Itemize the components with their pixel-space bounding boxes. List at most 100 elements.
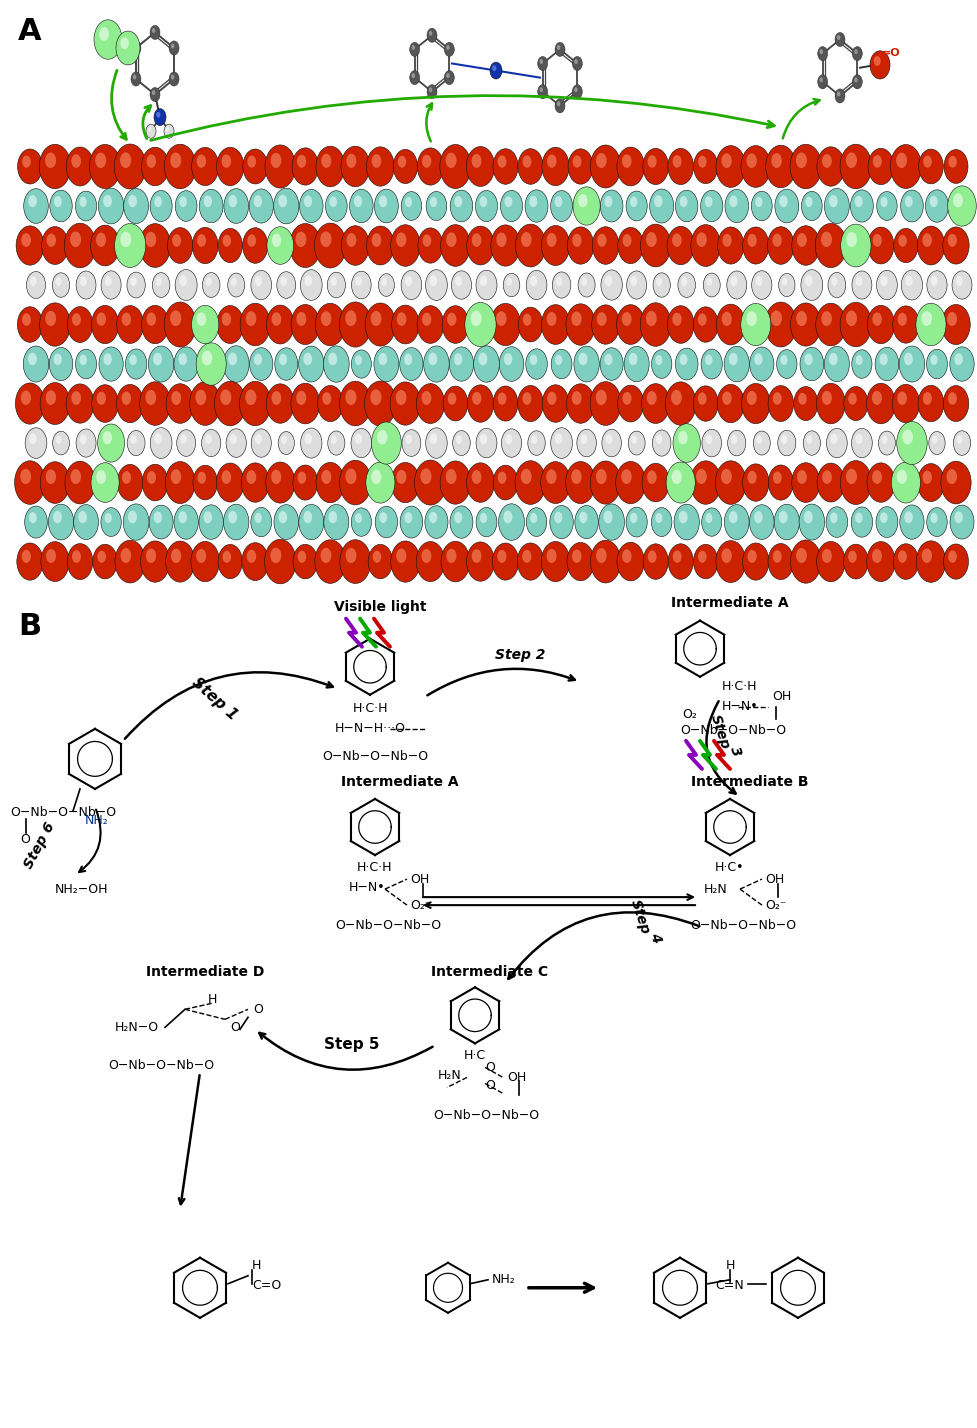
Circle shape — [272, 391, 281, 406]
Circle shape — [321, 470, 331, 484]
Circle shape — [428, 353, 437, 366]
Circle shape — [390, 381, 420, 426]
Circle shape — [845, 153, 856, 169]
Circle shape — [555, 277, 562, 286]
Circle shape — [572, 550, 581, 563]
Text: Step: Step — [627, 898, 652, 937]
Circle shape — [17, 543, 43, 580]
Circle shape — [105, 276, 111, 286]
Circle shape — [801, 191, 822, 220]
Circle shape — [916, 226, 944, 266]
Circle shape — [277, 431, 294, 454]
Circle shape — [424, 506, 447, 538]
Circle shape — [278, 354, 287, 366]
Circle shape — [349, 190, 373, 223]
Circle shape — [171, 470, 181, 484]
Circle shape — [320, 548, 331, 563]
Text: O: O — [485, 1080, 494, 1092]
Circle shape — [871, 313, 881, 326]
Circle shape — [323, 504, 349, 540]
Circle shape — [802, 431, 820, 456]
Circle shape — [66, 147, 94, 186]
Circle shape — [690, 461, 720, 504]
Circle shape — [420, 468, 431, 484]
Circle shape — [339, 460, 371, 506]
Circle shape — [721, 548, 731, 563]
Circle shape — [97, 391, 106, 406]
Circle shape — [378, 353, 387, 366]
Circle shape — [214, 381, 246, 426]
Circle shape — [492, 386, 518, 421]
Circle shape — [541, 147, 569, 186]
Circle shape — [23, 188, 48, 223]
Circle shape — [914, 303, 945, 346]
Circle shape — [299, 504, 323, 540]
Circle shape — [371, 233, 381, 247]
Circle shape — [740, 303, 770, 346]
Circle shape — [21, 468, 31, 484]
Circle shape — [21, 233, 31, 247]
Circle shape — [498, 347, 524, 381]
Circle shape — [18, 149, 42, 184]
Circle shape — [198, 506, 223, 540]
Circle shape — [203, 196, 212, 207]
Circle shape — [447, 393, 456, 404]
Circle shape — [517, 386, 543, 421]
Circle shape — [245, 311, 256, 326]
Text: NH₂: NH₂ — [85, 814, 108, 827]
Circle shape — [701, 508, 721, 537]
Circle shape — [867, 227, 893, 264]
Circle shape — [722, 234, 731, 247]
Text: Intermediate B: Intermediate B — [691, 775, 808, 788]
Circle shape — [428, 31, 432, 36]
Circle shape — [66, 384, 94, 423]
Circle shape — [774, 504, 798, 540]
Circle shape — [693, 386, 717, 421]
Circle shape — [80, 276, 87, 286]
Circle shape — [720, 468, 731, 484]
Circle shape — [771, 153, 781, 169]
Circle shape — [843, 387, 867, 421]
Circle shape — [78, 511, 87, 523]
Circle shape — [851, 47, 862, 60]
Circle shape — [921, 233, 931, 247]
Circle shape — [896, 421, 926, 464]
Circle shape — [705, 277, 711, 286]
Circle shape — [92, 306, 118, 344]
Circle shape — [467, 384, 493, 423]
Text: H−N•: H−N• — [721, 700, 758, 714]
Circle shape — [746, 550, 756, 563]
Circle shape — [444, 70, 454, 84]
Circle shape — [902, 430, 913, 444]
Text: O−Nb−O−Nb−O: O−Nb−O−Nb−O — [335, 918, 441, 931]
Circle shape — [154, 196, 162, 207]
Circle shape — [140, 224, 170, 267]
Circle shape — [651, 350, 671, 378]
Text: NH₂: NH₂ — [491, 1274, 515, 1287]
Circle shape — [926, 271, 946, 300]
Circle shape — [714, 461, 745, 504]
Circle shape — [366, 147, 394, 186]
Circle shape — [16, 383, 45, 424]
Circle shape — [625, 191, 647, 221]
Circle shape — [895, 153, 906, 169]
Circle shape — [565, 461, 595, 504]
Circle shape — [416, 541, 445, 581]
Text: O: O — [230, 1021, 239, 1034]
Circle shape — [631, 436, 637, 444]
Circle shape — [472, 391, 481, 406]
Circle shape — [121, 313, 131, 326]
Circle shape — [752, 431, 770, 456]
Circle shape — [147, 313, 156, 326]
Circle shape — [440, 461, 470, 504]
Circle shape — [951, 271, 971, 298]
Circle shape — [402, 430, 420, 457]
Circle shape — [155, 277, 161, 286]
Circle shape — [18, 307, 43, 343]
Text: Step 5: Step 5 — [324, 1037, 379, 1052]
Circle shape — [671, 313, 681, 326]
Circle shape — [781, 277, 786, 286]
Circle shape — [351, 508, 371, 537]
Circle shape — [789, 303, 821, 346]
Circle shape — [491, 543, 518, 580]
